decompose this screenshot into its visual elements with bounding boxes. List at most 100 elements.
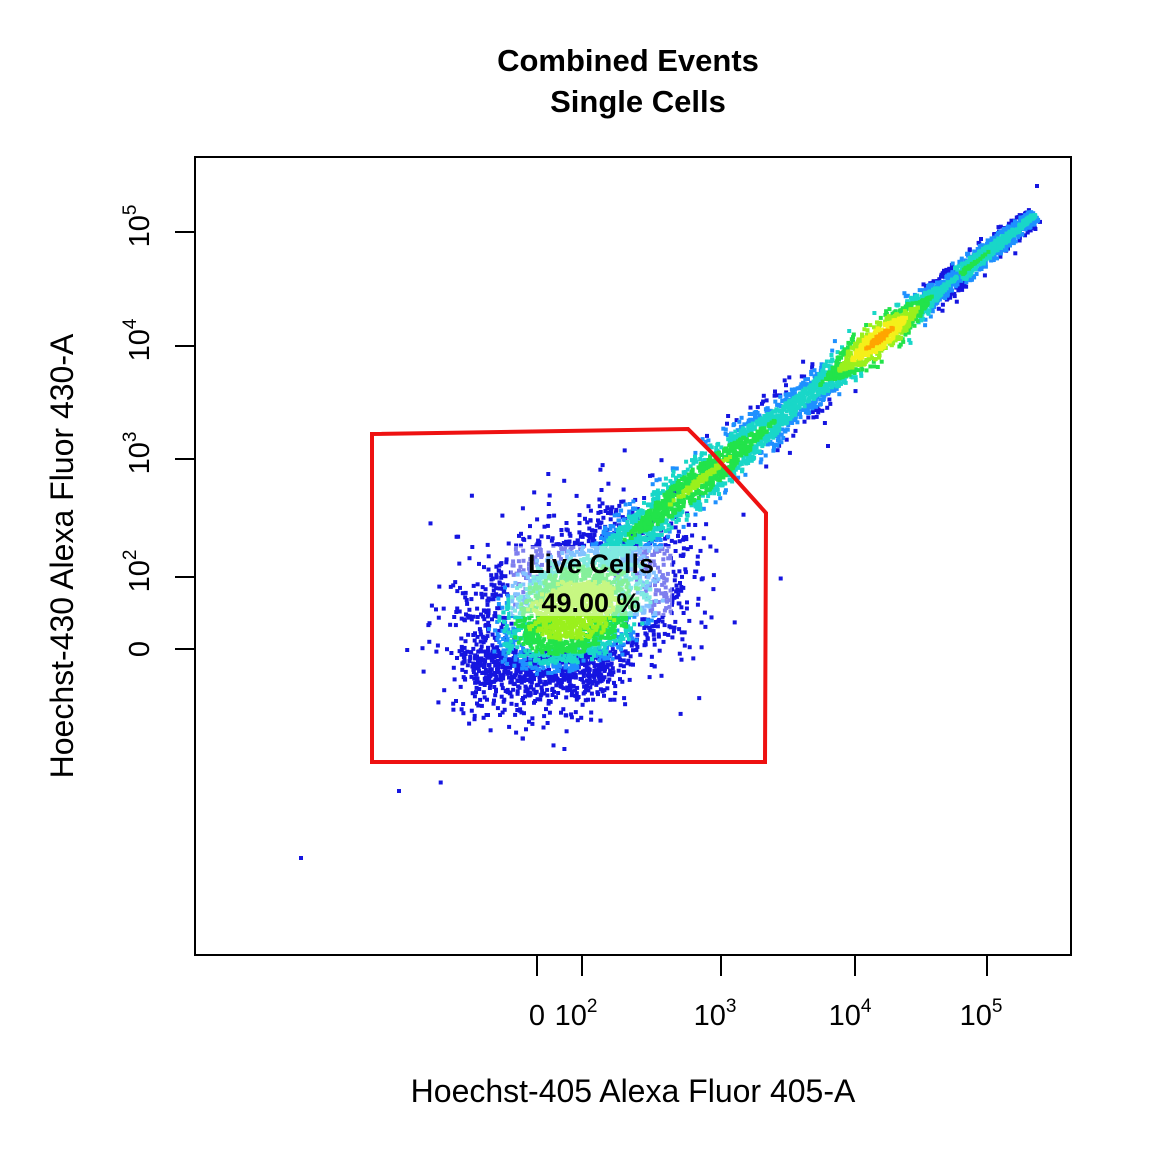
event-point [782, 428, 787, 433]
event-point [513, 635, 518, 640]
event-point [626, 532, 631, 537]
event-point [750, 432, 754, 437]
event-point [483, 587, 488, 592]
event-point [510, 606, 515, 611]
event-point [579, 557, 584, 562]
event-point [476, 703, 481, 708]
event-point [937, 283, 942, 288]
event-point [621, 642, 626, 647]
event-point [802, 419, 807, 424]
event-point [504, 624, 509, 629]
event-point [793, 428, 798, 433]
event-point [1000, 239, 1005, 244]
event-point [699, 620, 704, 625]
event-point [762, 422, 767, 427]
event-point [480, 595, 485, 600]
event-point [529, 680, 534, 685]
event-point [622, 566, 627, 571]
event-point [522, 606, 527, 611]
event-point [714, 446, 719, 450]
event-point [572, 541, 577, 546]
event-point [568, 547, 573, 552]
event-point [588, 518, 593, 523]
event-point [644, 557, 649, 562]
event-point [515, 689, 520, 694]
event-point [658, 538, 663, 542]
event-point [628, 628, 633, 633]
event-point [977, 267, 982, 272]
event-point [541, 665, 546, 670]
event-point [622, 696, 627, 701]
event-point [481, 614, 486, 619]
event-point [534, 649, 539, 654]
event-point [741, 512, 746, 517]
event-point [644, 592, 649, 597]
event-point [481, 690, 486, 695]
event-point [574, 561, 579, 566]
event-point [805, 402, 810, 407]
event-point [495, 619, 500, 624]
event-point [556, 662, 561, 667]
event-point [469, 617, 474, 622]
event-point [725, 421, 729, 426]
event-point [575, 538, 580, 543]
event-point [538, 660, 543, 665]
event-point [624, 578, 629, 583]
event-point [494, 586, 499, 591]
event-point [510, 599, 515, 604]
event-point [663, 529, 668, 534]
event-point [586, 681, 591, 685]
event-point [652, 496, 657, 501]
event-point [648, 473, 652, 478]
event-point [587, 673, 591, 678]
event-point [736, 465, 741, 470]
event-point [703, 451, 707, 456]
event-point [538, 581, 543, 586]
event-point [793, 412, 798, 417]
event-point [616, 574, 620, 579]
event-point [747, 433, 752, 438]
event-point [555, 569, 560, 574]
event-point [482, 670, 487, 675]
event-point [795, 420, 800, 425]
event-point [814, 414, 819, 419]
event-point [464, 598, 469, 602]
event-point [696, 596, 701, 601]
event-point [500, 659, 505, 664]
event-point [682, 630, 687, 635]
event-point [581, 691, 586, 696]
event-point [467, 607, 472, 612]
event-point [475, 582, 480, 587]
event-point [492, 649, 497, 654]
event-point [527, 572, 532, 577]
event-point [739, 415, 744, 420]
event-point [594, 649, 598, 654]
event-point [617, 654, 622, 659]
event-point [482, 617, 487, 622]
event-point [693, 450, 698, 455]
event-point [693, 454, 697, 459]
event-point [539, 574, 543, 579]
event-point [542, 524, 547, 529]
event-point [682, 643, 687, 648]
event-point [640, 583, 645, 588]
event-point [650, 624, 655, 629]
event-point [522, 654, 527, 659]
event-point [666, 527, 671, 532]
event-point [610, 637, 615, 642]
event-point [630, 509, 635, 514]
event-point [459, 616, 464, 621]
event-point [506, 597, 511, 602]
event-point [840, 345, 844, 350]
event-point [569, 664, 574, 669]
event-point [621, 541, 626, 546]
event-point [684, 606, 689, 611]
event-point [515, 660, 520, 665]
event-point [784, 409, 789, 414]
event-point [457, 649, 462, 654]
event-point [503, 626, 508, 631]
event-point [672, 625, 677, 630]
event-point [910, 298, 915, 303]
event-point [991, 246, 996, 251]
event-point [524, 672, 529, 677]
